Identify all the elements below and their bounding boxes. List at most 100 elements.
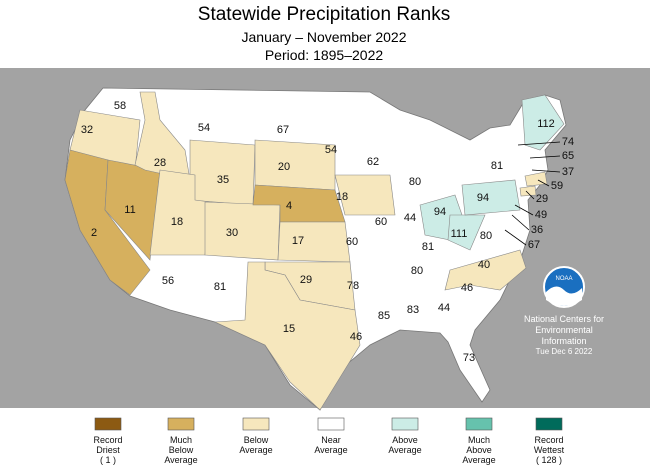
legend-label: Average [462,455,495,465]
state-rank: 58 [114,100,126,112]
state-rank: 83 [407,304,419,316]
state-rank: 85 [378,310,390,322]
state-rank: 81 [491,160,503,172]
state-shape [444,249,527,291]
legend-label: Average [239,445,272,455]
legend-label: Average [164,455,197,465]
state-rank: 81 [422,241,434,253]
state-rank: 81 [214,281,226,293]
states: 58 32 2 11 28 54 35 18 56 30 81 67 20 4 17 29 15 54 18 60 78… [64,91,574,411]
legend-swatch [167,417,195,431]
state-rank: 28 [154,157,166,169]
callout-line [504,229,527,246]
legend-swatch [94,417,122,431]
svg-text:NOAA: NOAA [555,276,572,282]
subtitle: January – November 2022 [242,29,407,45]
legend-label: ( 128 ) [536,455,562,465]
state-rank: 18 [171,216,183,228]
state-rank: 62 [367,156,379,168]
legend-label: Above [392,435,418,445]
state-rank: 111 [451,228,468,240]
state-rank: 80 [409,176,421,188]
state-rank: 44 [438,302,450,314]
state-rank: 18 [336,191,348,203]
state-shape [277,221,351,263]
state-shape [214,261,361,411]
legend-label: Record [534,435,563,445]
state-shape [519,185,537,197]
state-rank: 40 [478,259,490,271]
legend-swatch [317,417,345,431]
state-shape [461,179,521,216]
credit-date: Tue Dec 6 2022 [536,347,593,356]
state-rank: 67 [277,124,289,136]
state-rank: 60 [375,216,387,228]
credit-org: National Centers for [524,314,604,324]
legend-label: Near [321,435,341,445]
state-rank: 80 [480,230,492,242]
state-rank: 4 [286,200,292,212]
legend-label: Much [468,435,490,445]
callout-line [529,155,561,159]
legend-label: Below [244,435,269,445]
state-rank: 46 [350,331,362,343]
legend-swatch [535,417,563,431]
state-rank: 37 [562,166,574,178]
state-rank: 11 [124,204,135,216]
state-rank: 56 [162,275,174,287]
state-rank: 78 [347,280,359,292]
legend-swatch [391,417,419,431]
state-rank: 46 [461,282,473,294]
state-rank: 49 [535,209,547,221]
legend-label: Driest [96,445,120,455]
credit-org: Environmental [535,325,593,335]
callout-line [525,190,535,200]
period: Period: 1895–2022 [265,47,384,63]
state-rank: 30 [226,227,238,239]
state-rank: 29 [300,274,312,286]
legend-label: Much [170,435,192,445]
callout-line [511,214,530,231]
state-rank: 17 [292,235,304,247]
state-rank: 112 [537,118,555,130]
state-rank: 2 [91,227,97,239]
state-rank: 36 [531,224,543,236]
state-shape [204,201,281,261]
legend-swatch [242,417,270,431]
legend-label: Average [388,445,421,455]
legend-swatch [465,417,493,431]
state-rank: 65 [562,150,574,162]
legend-label: Wettest [534,445,565,455]
state-rank: 20 [278,161,290,173]
callout-line [531,169,561,173]
state-rank: 15 [283,323,295,335]
state-rank: 73 [463,352,475,364]
state-shape [334,174,396,216]
credit-org: Information [541,336,586,346]
legend-label: Below [169,445,194,455]
state-rank: 60 [346,236,358,248]
state-rank: 94 [434,206,446,218]
state-rank: 67 [528,239,540,251]
callout-line [517,141,561,146]
state-rank: 80 [411,265,423,277]
legend-label: Average [314,445,347,455]
callout-line [514,204,534,216]
state-rank: 54 [325,144,337,156]
title: Statewide Precipitation Ranks [198,4,450,25]
state-shape [447,214,486,251]
state-rank: 94 [477,192,489,204]
state-shape [521,94,565,151]
state-rank: 59 [551,180,563,192]
noaa-logo: NOAA [543,266,585,308]
callout-line [537,179,550,187]
state-shape [254,139,336,191]
legend-label: Above [466,445,492,455]
legend-label: Record [93,435,122,445]
state-shape [189,139,256,206]
state-rank: 29 [536,193,548,205]
legend-label: ( 1 ) [100,455,116,465]
state-rank: 74 [562,136,574,148]
state-rank: 32 [81,124,93,136]
